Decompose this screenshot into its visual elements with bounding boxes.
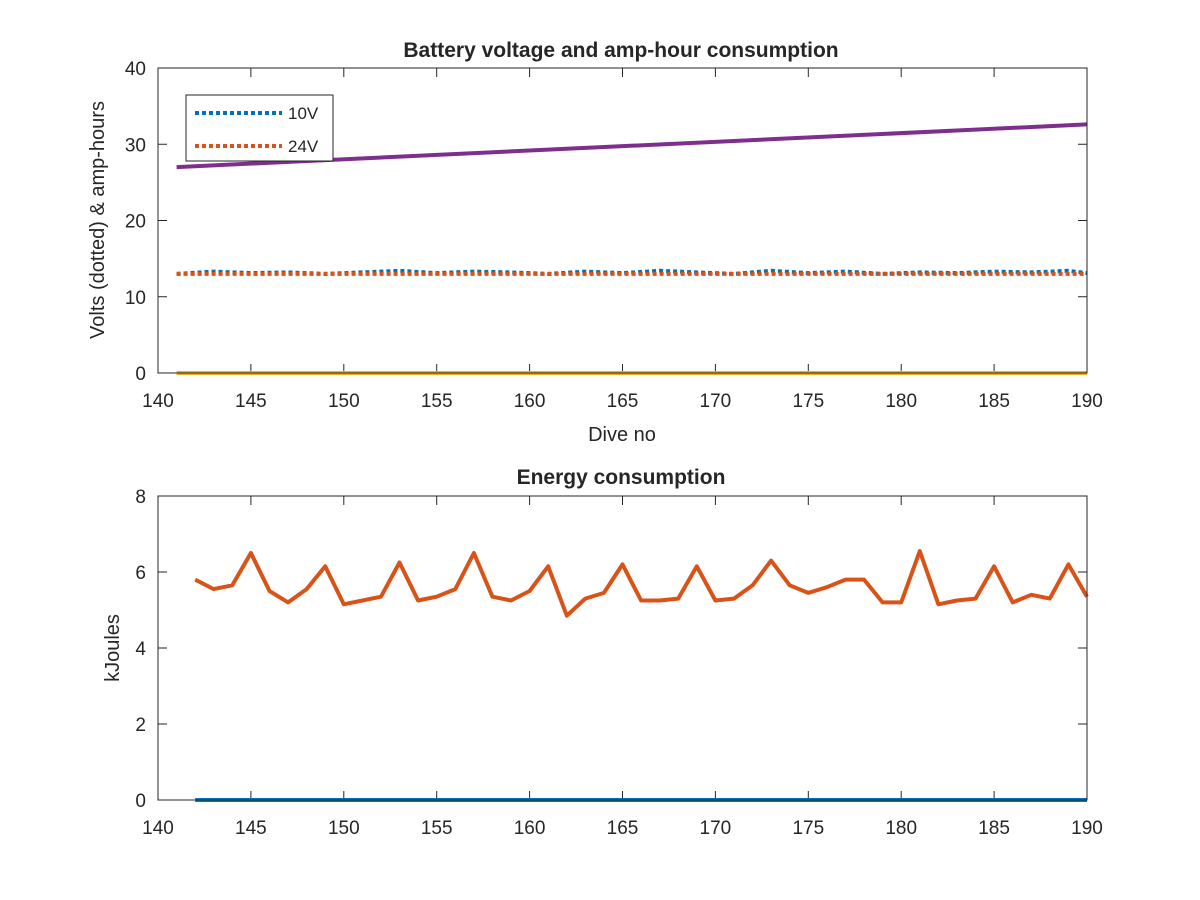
energy-y-axis-label: kJoules (102, 614, 124, 682)
voltage-x-tick-label: 175 (792, 391, 824, 412)
voltage-x-tick-label: 140 (142, 391, 174, 412)
voltage-x-tick-label: 180 (885, 391, 917, 412)
energy-x-tick-label: 160 (514, 818, 546, 839)
voltage-y-ticks: 0 10 20 30 40 (125, 59, 1087, 385)
voltage-x-ticks: 140 145 150 155 160 165 170 175 180 185 190 (142, 68, 1103, 412)
energy-x-tick-label: 170 (700, 818, 732, 839)
voltage-legend: 10V 24V (185, 94, 334, 162)
voltage-y-tick-label: 10 (125, 288, 146, 309)
voltage-x-tick-label: 155 (421, 391, 453, 412)
energy-series-line-1 (194, 549, 1089, 618)
voltage-x-tick-label: 160 (514, 391, 546, 412)
energy-x-tick-label: 140 (142, 818, 174, 839)
voltage-y-tick-label: 0 (135, 364, 146, 385)
voltage-x-tick-label: 150 (328, 391, 360, 412)
energy-x-tick-label: 155 (421, 818, 453, 839)
voltage-axes-box (157, 67, 1088, 374)
voltage-x-tick-label: 145 (235, 391, 267, 412)
energy-x-tick-label: 180 (885, 818, 917, 839)
voltage-y-tick-label: 40 (125, 59, 146, 80)
voltage-chart-title: Battery voltage and amp-hour consumption (403, 39, 838, 62)
voltage-x-tick-label: 190 (1071, 391, 1103, 412)
voltage-chart: Battery voltage and amp-hour consumption… (87, 39, 1103, 446)
energy-x-tick-label: 190 (1071, 818, 1103, 839)
voltage-y-axis-label: Volts (dotted) & amp-hours (87, 101, 109, 339)
energy-y-tick-label: 6 (135, 563, 146, 584)
energy-axes-box (157, 495, 1088, 801)
legend-label-10v: 10V (288, 104, 319, 123)
voltage-y-tick-label: 30 (125, 135, 146, 156)
energy-y-tick-label: 2 (135, 715, 146, 736)
voltage-x-tick-label: 170 (700, 391, 732, 412)
energy-y-tick-label: 0 (135, 791, 146, 812)
energy-x-tick-label: 175 (792, 818, 824, 839)
voltage-y-tick-label: 20 (125, 212, 146, 233)
energy-y-tick-label: 8 (135, 487, 146, 508)
energy-chart: Energy consumption 140 145 150 155 160 165 170… (102, 466, 1103, 839)
energy-x-ticks: 140 145 150 155 160 165 170 175 180 185 190 (142, 496, 1103, 839)
energy-plot-area (158, 496, 1087, 800)
legend-label-24v: 24V (288, 137, 319, 156)
energy-chart-title: Energy consumption (517, 466, 726, 489)
legend-box (185, 94, 334, 162)
energy-x-tick-label: 165 (607, 818, 639, 839)
energy-x-tick-label: 150 (328, 818, 360, 839)
voltage-x-tick-label: 185 (978, 391, 1010, 412)
voltage-x-tick-label: 165 (607, 391, 639, 412)
energy-y-tick-label: 4 (135, 639, 146, 660)
energy-x-tick-label: 145 (235, 818, 267, 839)
voltage-x-axis-label: Dive no (588, 424, 656, 446)
energy-x-tick-label: 185 (978, 818, 1010, 839)
